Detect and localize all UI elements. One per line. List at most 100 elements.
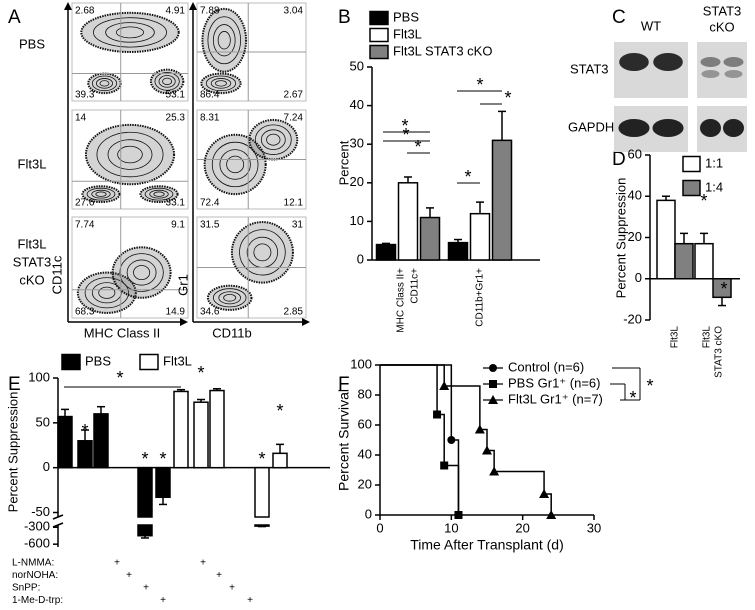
flow-contour — [212, 288, 247, 308]
flow-plot-frame — [71, 216, 189, 319]
arrow-head — [302, 318, 310, 326]
legend-marker — [489, 380, 497, 388]
legend-label: Flt3L — [393, 26, 422, 41]
flow-contour — [98, 286, 116, 299]
legend-marker — [489, 364, 497, 372]
blot-band — [653, 53, 683, 71]
treatment-label: SnPP: — [12, 583, 40, 594]
quadrant-value: 7.74 — [75, 220, 95, 231]
y-tick-label: 10 — [350, 213, 364, 228]
flow-contour — [200, 72, 242, 95]
blot-group-label: STAT3 — [703, 3, 742, 18]
flow-contour — [91, 282, 122, 304]
bar — [656, 199, 676, 280]
legend-label: PBS — [85, 353, 111, 368]
flow-contour — [211, 141, 259, 188]
flow-contour — [215, 80, 227, 87]
flow-contour — [111, 246, 172, 299]
bar — [77, 440, 93, 469]
marker — [474, 424, 485, 434]
bar-lower-part — [137, 524, 153, 537]
x-tick-label: 10 — [444, 520, 458, 535]
flow-contour — [84, 277, 129, 309]
flow-contour — [126, 259, 157, 286]
significance-star: * — [646, 376, 653, 396]
y-tick-label: 0 — [357, 251, 364, 266]
flow-contour — [99, 80, 110, 87]
significance-star: * — [720, 279, 727, 299]
flow-contour — [203, 133, 267, 196]
arrow-head — [189, 2, 197, 10]
treatment-mark: + — [126, 570, 132, 581]
flow-contour — [212, 24, 236, 57]
significance-star: * — [414, 137, 421, 157]
y-axis-title: Percent Survival — [336, 389, 352, 491]
flow-contour — [207, 16, 241, 65]
quadrant-value: 7.88 — [200, 6, 220, 17]
bar — [272, 452, 288, 469]
treatment-mark: + — [143, 583, 149, 594]
flow-contour — [205, 75, 237, 92]
bar — [397, 182, 419, 261]
treatment-mark: + — [200, 558, 206, 569]
panel-letter: D — [612, 149, 626, 170]
x-axis-label: MHC Class II — [84, 325, 161, 340]
flow-contour — [115, 26, 145, 39]
bar — [447, 241, 469, 261]
significance-star: * — [402, 125, 409, 145]
bar-lower-part — [254, 524, 270, 527]
blot-band — [618, 119, 650, 137]
quadrant-value: 34.6 — [200, 307, 220, 318]
y-tick-label: 100 — [28, 369, 50, 384]
x-tick-label: 30 — [587, 520, 601, 535]
x-tick-label: CD11c+ — [410, 268, 421, 304]
y-tick-label: 60 — [358, 416, 372, 431]
flow-contour — [133, 265, 151, 281]
y-tick-label: -600 — [24, 536, 50, 551]
y-tick-label: 50 — [36, 414, 50, 429]
blot-band — [723, 119, 744, 137]
panel-letter: C — [612, 7, 626, 28]
y-tick-label: 0 — [635, 270, 642, 285]
quadrant-value: 86.4 — [200, 90, 220, 101]
legend-swatch — [369, 27, 389, 43]
bar — [469, 212, 491, 261]
flow-contour — [117, 145, 143, 164]
quadrant-value: 25.3 — [166, 113, 186, 124]
y-tick-label: 100 — [350, 356, 372, 371]
x-tick-label: Flt3L — [670, 326, 681, 349]
flow-contour — [260, 129, 286, 151]
blot-band — [700, 57, 721, 67]
quadrant-value: 31.5 — [200, 220, 220, 231]
y-tick-label: 40 — [628, 188, 642, 203]
quadrant-value: 68.3 — [75, 307, 95, 318]
significance-star: * — [141, 449, 148, 469]
flow-contour — [206, 284, 253, 311]
marker — [539, 489, 550, 498]
bar — [674, 242, 694, 280]
y-axis-title: Percent Suppression — [613, 178, 628, 299]
legend-swatch — [139, 353, 159, 371]
legend-label: Flt3L — [163, 353, 192, 368]
flow-plot-frame — [71, 109, 189, 210]
flow-contour — [154, 72, 180, 91]
arrow-head — [180, 318, 188, 326]
legend-swatch — [61, 353, 81, 371]
y-tick-label: 80 — [358, 386, 372, 401]
y-axis-label: Gr1 — [175, 274, 190, 296]
legend-swatch — [682, 155, 701, 173]
flow-contour — [149, 68, 185, 95]
bar — [375, 243, 397, 261]
flow-contour — [158, 75, 176, 88]
treatment-label: L-NMMA: — [12, 558, 54, 569]
y-tick-label: 40 — [350, 97, 364, 112]
flow-contour — [95, 191, 107, 197]
blot-group-label: cKO — [709, 19, 734, 34]
quadrant-value: 14 — [75, 113, 87, 124]
axis-break — [52, 522, 64, 528]
flow-contour — [223, 294, 237, 302]
flow-contour — [218, 291, 242, 305]
quadrant-value: 72.4 — [200, 198, 220, 209]
y-tick-label: 20 — [358, 476, 372, 491]
